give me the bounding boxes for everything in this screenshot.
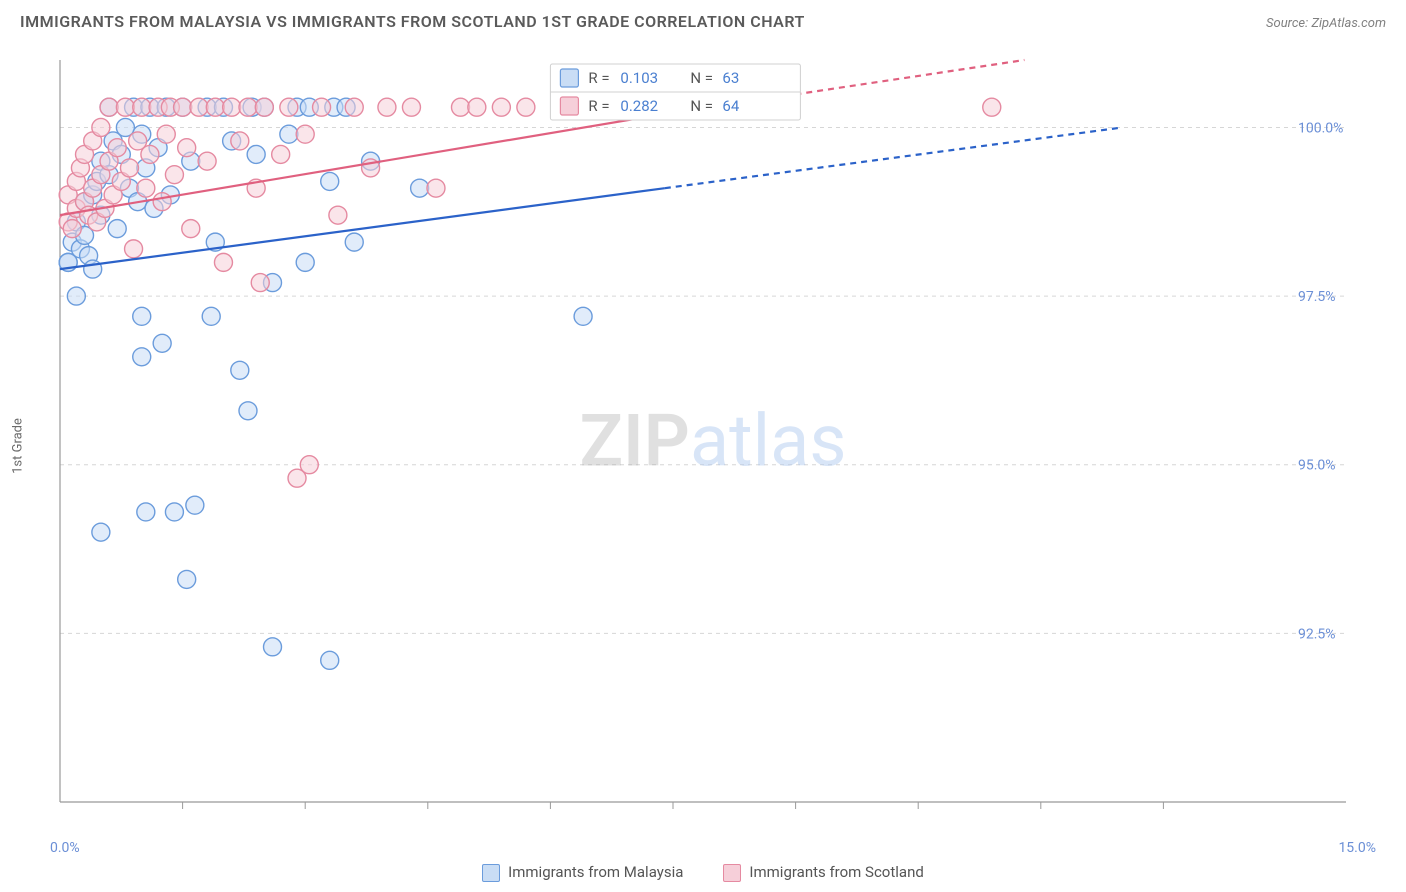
chart-area: 92.5%95.0%97.5%100.0%R = 0.103N = 63R = … <box>50 50 1376 832</box>
y-axis-label: 1st Grade <box>11 418 26 474</box>
x-min-label: 0.0% <box>50 840 80 856</box>
svg-text:0.282: 0.282 <box>620 97 658 115</box>
legend-item-malaysia: Immigrants from Malaysia <box>482 863 683 882</box>
source-value: ZipAtlas.com <box>1311 16 1386 31</box>
svg-text:R =: R = <box>588 97 609 115</box>
svg-text:100.0%: 100.0% <box>1298 120 1343 136</box>
svg-text:0.103: 0.103 <box>620 69 658 87</box>
svg-text:63: 63 <box>722 69 739 87</box>
bottom-legend: Immigrants from Malaysia Immigrants from… <box>0 863 1406 882</box>
svg-text:N =: N = <box>690 69 713 87</box>
x-max-label: 15.0% <box>1338 840 1376 856</box>
legend-label-scotland: Immigrants from Scotland <box>749 863 923 881</box>
source-attribution: Source: ZipAtlas.com <box>1266 12 1386 31</box>
svg-text:92.5%: 92.5% <box>1298 626 1336 642</box>
svg-text:95.0%: 95.0% <box>1298 458 1336 474</box>
svg-text:64: 64 <box>722 97 739 115</box>
legend-item-scotland: Immigrants from Scotland <box>723 863 923 882</box>
scatter-plot: 92.5%95.0%97.5%100.0%R = 0.103N = 63R = … <box>50 50 1376 832</box>
svg-text:N =: N = <box>690 97 713 115</box>
legend-label-malaysia: Immigrants from Malaysia <box>508 863 683 881</box>
x-axis-range-labels: 0.0% 15.0% <box>50 840 1376 856</box>
chart-title: IMMIGRANTS FROM MALAYSIA VS IMMIGRANTS F… <box>20 12 805 31</box>
svg-text:R =: R = <box>588 69 609 87</box>
source-label: Source: <box>1266 16 1311 31</box>
svg-text:97.5%: 97.5% <box>1298 289 1336 305</box>
swatch-malaysia <box>482 864 500 882</box>
swatch-scotland <box>723 864 741 882</box>
